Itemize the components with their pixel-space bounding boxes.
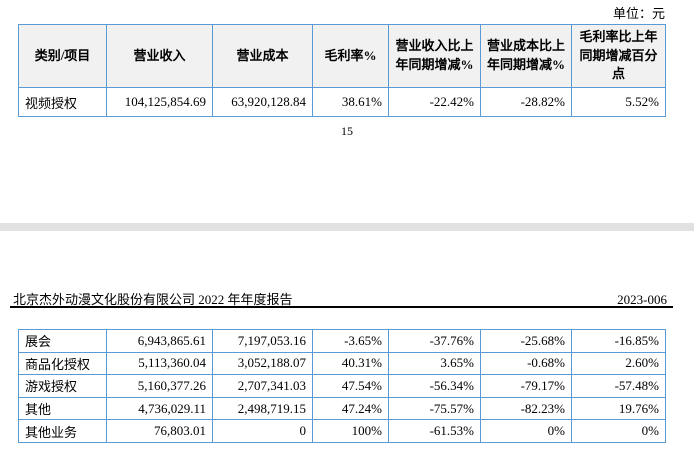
cell-margin: -3.65% [312,329,389,353]
cell-margin-yoy: 19.76% [571,396,666,421]
cell-revenue: 5,113,360.04 [106,351,213,376]
cell-cost: 63,920,128.84 [212,87,313,117]
cell-cost: 7,197,053.16 [212,329,313,353]
unit-label: 单位：元 [612,6,665,21]
cell-margin-yoy: 0% [571,419,666,443]
revenue-by-category-table-continued: 展会 6,943,865.61 7,197,053.16 -3.65% -37.… [18,329,666,443]
cell-cost-yoy: -82.23% [480,396,572,421]
cell-revenue: 6,943,865.61 [106,329,213,353]
cell-margin: 38.61% [312,87,389,117]
cell-margin: 47.54% [312,374,389,398]
cell-margin-yoy: 5.52% [571,87,666,117]
cell-cost-yoy: 0% [480,419,572,443]
doc-header-title: 北京杰外动漫文化股份有限公司 2022 年年度报告 [13,292,293,307]
cell-revenue-yoy: 3.65% [388,351,481,376]
cell-cost-yoy: -28.82% [480,87,572,117]
cell-category: 视频授权 [18,87,107,117]
cell-margin-yoy: -57.48% [571,374,666,398]
cell-margin: 40.31% [312,351,389,376]
cell-category: 商品化授权 [18,351,107,376]
page-separator [0,223,694,231]
table-row: 商品化授权 5,113,360.04 3,052,188.07 40.31% 3… [18,351,666,376]
cell-revenue-yoy: -61.53% [388,419,481,443]
header-operating-revenue: 营业收入 [106,24,213,88]
document-header: 北京杰外动漫文化股份有限公司 2022 年年度报告 2023-006 [13,289,667,308]
table-row: 视频授权 104,125,854.69 63,920,128.84 38.61%… [18,87,666,117]
table-row: 展会 6,943,865.61 7,197,053.16 -3.65% -37.… [18,329,666,353]
cell-revenue: 76,803.01 [106,419,213,443]
header-gross-margin: 毛利率% [312,24,389,88]
cell-revenue: 4,736,029.11 [106,396,213,421]
cell-category: 其他 [18,396,107,421]
header-category: 类别/项目 [18,24,107,88]
cell-cost: 2,707,341.03 [212,374,313,398]
cell-cost-yoy: -0.68% [480,351,572,376]
cell-category: 展会 [18,329,107,353]
cell-revenue-yoy: -56.34% [388,374,481,398]
header-cost-yoy: 营业成本比上年同期增减% [480,24,572,88]
table-row: 其他 4,736,029.11 2,498,719.15 47.24% -75.… [18,396,666,421]
cell-revenue-yoy: -75.57% [388,396,481,421]
cell-cost: 3,052,188.07 [212,351,313,376]
cell-revenue-yoy: -37.76% [388,329,481,353]
cell-revenue-yoy: -22.42% [388,87,481,117]
cell-margin: 100% [312,419,389,443]
header-operating-cost: 营业成本 [212,24,313,88]
cell-category: 其他业务 [18,419,107,443]
header-rule [10,306,673,308]
cell-margin-yoy: -16.85% [571,329,666,353]
cell-revenue: 104,125,854.69 [106,87,213,117]
cell-cost: 0 [212,419,313,443]
cell-cost-yoy: -25.68% [480,329,572,353]
header-margin-yoy: 毛利率比上年同期增减百分点 [571,24,666,88]
cell-cost-yoy: -79.17% [480,374,572,398]
header-revenue-yoy: 营业收入比上年同期增减% [388,24,481,88]
table-row: 其他业务 76,803.01 0 100% -61.53% 0% 0% [18,419,666,443]
cell-cost: 2,498,719.15 [212,396,313,421]
doc-header-code: 2023-006 [617,292,667,307]
cell-margin-yoy: 2.60% [571,351,666,376]
table-header-row: 类别/项目 营业收入 营业成本 毛利率% 营业收入比上年同期增减% 营业成本比上… [18,24,666,88]
cell-margin: 47.24% [312,396,389,421]
page-number: 15 [341,124,353,138]
revenue-by-category-table: 类别/项目 营业收入 营业成本 毛利率% 营业收入比上年同期增减% 营业成本比上… [18,24,666,117]
cell-category: 游戏授权 [18,374,107,398]
cell-revenue: 5,160,377.26 [106,374,213,398]
table-row: 游戏授权 5,160,377.26 2,707,341.03 47.54% -5… [18,374,666,398]
